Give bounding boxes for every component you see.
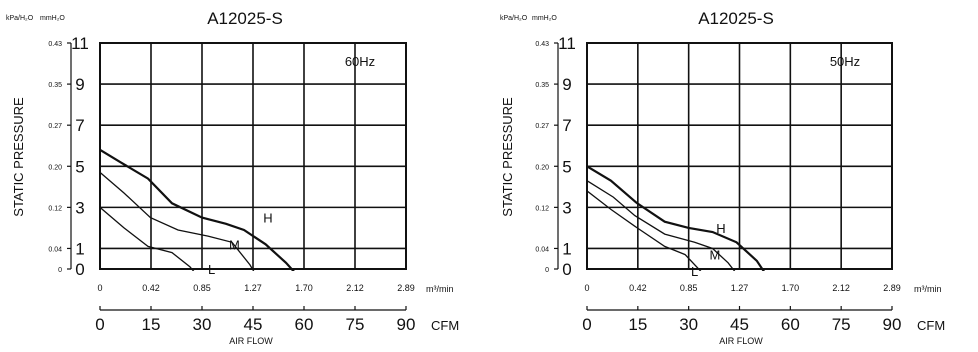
series-line-m — [100, 171, 255, 271]
y-tick-label-kpa: 0 — [58, 267, 62, 274]
chart-title: A12025-S — [698, 9, 774, 28]
unit-label-mmh2o: mmH₂O — [532, 15, 557, 22]
x-unit-m3: m³/min — [914, 284, 942, 294]
x-tick-label-m3: 1.70 — [295, 283, 313, 293]
x-tick-label-cfm: 30 — [193, 315, 212, 334]
y-tick-label-mmh2o: 5 — [562, 157, 571, 176]
x-tick-label-m3: 2.89 — [397, 283, 415, 293]
series-label-h: H — [263, 211, 272, 226]
series-label-m: M — [229, 237, 240, 252]
x-axis-label: AIR FLOW — [719, 336, 763, 346]
y-tick-label-kpa: 0.04 — [48, 246, 62, 253]
series-line-h — [587, 165, 765, 271]
x-tick-label-cfm: 15 — [628, 315, 647, 334]
series-line-m — [587, 180, 736, 271]
y-tick-label-mmh2o: 3 — [75, 198, 84, 217]
y-tick-label-mmh2o: 11 — [558, 34, 576, 53]
y-axis-label: STATIC PRESSURE — [500, 97, 515, 217]
chart-50hz: kPa/H₂O mmH₂O A12025-S 50Hz STATIC PRESS… — [500, 9, 945, 346]
x-tick-label-cfm: 15 — [142, 315, 161, 334]
x-tick-label-m3: 1.27 — [731, 283, 749, 293]
x-tick-label-m3: 0.42 — [142, 283, 160, 293]
y-tick-label-mmh2o: 1 — [75, 239, 84, 258]
y-axis-label: STATIC PRESSURE — [11, 97, 26, 217]
y-tick-label-mmh2o: 0 — [562, 260, 571, 279]
series-label-h: H — [716, 221, 725, 236]
y-tick-label-kpa: 0.20 — [535, 164, 549, 171]
series-line-l — [100, 206, 195, 271]
chart-60hz: kPa/H₂O mmH₂O A12025-S 60Hz STATIC PRESS… — [6, 9, 459, 346]
series-label-m: M — [710, 248, 721, 263]
y-tick-label-kpa: 0.43 — [48, 41, 62, 48]
x-tick-label-m3: 2.12 — [346, 283, 364, 293]
y-tick-label-kpa: 0.35 — [48, 82, 62, 89]
y-tick-label-kpa: 0.20 — [48, 164, 62, 171]
x-tick-label-m3: 2.89 — [883, 283, 901, 293]
x-tick-label-cfm: 0 — [95, 315, 104, 334]
x-tick-label-cfm: 60 — [295, 315, 314, 334]
y-tick-label-kpa: 0.12 — [48, 205, 62, 212]
x-tick-label-cfm: 75 — [832, 315, 851, 334]
frequency-label: 60Hz — [345, 54, 375, 69]
y-tick-label-mmh2o: 0 — [75, 260, 84, 279]
x-tick-label-cfm: 90 — [397, 315, 416, 334]
unit-label-kpa: kPa/H₂O — [6, 15, 34, 22]
series-label-l: L — [691, 264, 698, 279]
x-tick-label-cfm: 90 — [883, 315, 902, 334]
series-line-l — [587, 190, 702, 271]
x-tick-label-m3: 0.85 — [193, 283, 211, 293]
y-tick-label-kpa: 0 — [545, 267, 549, 274]
x-axis-label: AIR FLOW — [229, 336, 273, 346]
x-unit-cfm: CFM — [917, 318, 945, 333]
y-tick-label-kpa: 0.43 — [535, 41, 549, 48]
unit-label-mmh2o: mmH₂O — [40, 15, 65, 22]
y-tick-label-mmh2o: 3 — [562, 198, 571, 217]
y-tick-label-mmh2o: 5 — [75, 157, 84, 176]
x-tick-label-cfm: 0 — [582, 315, 591, 334]
x-tick-label-m3: 2.12 — [832, 283, 850, 293]
y-tick-label-kpa: 0.27 — [535, 123, 549, 130]
x-tick-label-m3: 0 — [584, 283, 589, 293]
y-tick-label-mmh2o: 9 — [75, 75, 84, 94]
y-tick-label-kpa: 0.27 — [48, 123, 62, 130]
x-unit-cfm: CFM — [431, 318, 459, 333]
x-tick-label-cfm: 60 — [781, 315, 800, 334]
y-tick-label-kpa: 0.35 — [535, 82, 549, 89]
x-tick-label-cfm: 45 — [730, 315, 749, 334]
y-tick-label-kpa: 0.04 — [535, 246, 549, 253]
chart-title: A12025-S — [207, 9, 283, 28]
x-tick-label-m3: 0.42 — [629, 283, 647, 293]
x-tick-label-cfm: 45 — [244, 315, 263, 334]
y-tick-label-mmh2o: 7 — [562, 116, 571, 135]
y-tick-label-mmh2o: 11 — [71, 34, 89, 53]
y-tick-label-kpa: 0.12 — [535, 205, 549, 212]
y-tick-label-mmh2o: 1 — [562, 239, 571, 258]
x-tick-label-cfm: 75 — [346, 315, 365, 334]
frequency-label: 50Hz — [830, 54, 860, 69]
y-tick-label-mmh2o: 7 — [75, 116, 84, 135]
x-tick-label-m3: 1.27 — [244, 283, 262, 293]
series-line-h — [100, 148, 295, 271]
series-label-l: L — [208, 262, 215, 277]
x-unit-m3: m³/min — [426, 284, 454, 294]
unit-label-kpa: kPa/H₂O — [500, 15, 528, 22]
x-tick-label-m3: 1.70 — [782, 283, 800, 293]
x-tick-label-m3: 0.85 — [680, 283, 698, 293]
x-tick-label-m3: 0 — [97, 283, 102, 293]
x-tick-label-cfm: 30 — [679, 315, 698, 334]
y-tick-label-mmh2o: 9 — [562, 75, 571, 94]
